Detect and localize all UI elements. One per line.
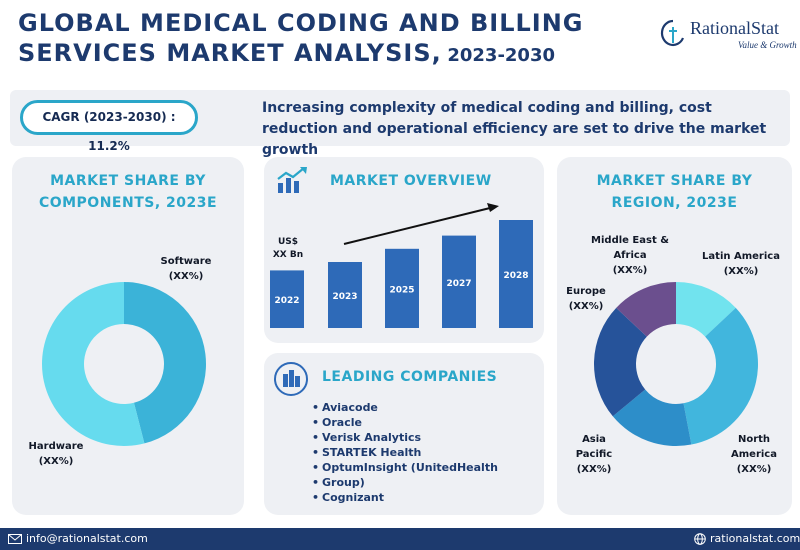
bar-2027 xyxy=(442,235,476,328)
list-item: Cognizant xyxy=(312,490,498,505)
components-title: MARKET SHARE BY COMPONENTS, 2023E xyxy=(38,173,218,211)
list-item: STARTEK Health xyxy=(312,445,498,460)
bar-2023 xyxy=(328,262,362,328)
logo-tagline: Value & Growth xyxy=(738,40,797,50)
bar-label-2025: 2025 xyxy=(389,285,414,295)
bar-2028 xyxy=(499,220,533,328)
email-icon xyxy=(8,534,22,544)
logo-icon xyxy=(660,19,685,47)
slice-latin-america xyxy=(676,282,736,337)
globe-icon xyxy=(694,533,706,545)
list-item: OptumInsight (UnitedHealth xyxy=(312,460,498,475)
footer-bar: info@rationalstat.com rationalstat.com xyxy=(0,528,800,550)
slice-hardware xyxy=(42,282,145,446)
rationalstat-logo: RationalStat Value & Growth xyxy=(660,16,800,56)
apac-label-line-1: Asia xyxy=(582,434,606,445)
apac-label-line-2: Pacific xyxy=(575,449,613,460)
apac-value: (XX%) xyxy=(576,464,612,475)
software-label-block: Software (XX%) xyxy=(150,254,222,284)
slice-software xyxy=(124,282,207,444)
footer-website-link[interactable]: rationalstat.com xyxy=(710,532,800,545)
footer-email-link[interactable]: info@rationalstat.com xyxy=(26,532,148,545)
bar-label-2023: 2023 xyxy=(332,292,357,302)
software-value: (XX%) xyxy=(168,271,204,282)
bar-label-2022: 2022 xyxy=(274,296,299,306)
bar-label-2028: 2028 xyxy=(503,271,528,281)
slice-north-america xyxy=(683,307,759,445)
overview-unit-label: US$ XX Bn xyxy=(270,236,306,262)
latam-label: Latin America xyxy=(702,251,780,262)
bar-2022 xyxy=(270,270,304,328)
hardware-value: (XX%) xyxy=(38,456,74,467)
title-line-2: SERVICES MARKET ANALYSIS, xyxy=(18,39,442,67)
slice-middle-east-africa xyxy=(616,282,676,337)
list-item: Oracle xyxy=(312,415,498,430)
mea-label-line-2: Africa xyxy=(613,250,647,261)
logo-name: RationalStat xyxy=(690,18,779,38)
mea-label-line-1: Middle East & xyxy=(591,235,669,246)
bar-label-2027: 2027 xyxy=(446,279,471,289)
latam-label-block: Latin America (XX%) xyxy=(696,249,786,279)
europe-value: (XX%) xyxy=(568,301,604,312)
cagr-badge: CAGR (2023-2030) : 11.2% xyxy=(20,100,198,153)
title-line-1: GLOBAL MEDICAL CODING AND BILLING xyxy=(18,9,584,37)
growth-headline: Increasing complexity of medical coding … xyxy=(262,100,767,158)
growth-chart-icon xyxy=(277,167,307,193)
mea-label-block: Middle East & Africa (XX%) xyxy=(584,233,676,278)
apac-label-block: Asia Pacific (XX%) xyxy=(570,432,618,477)
page-title: GLOBAL MEDICAL CODING AND BILLING SERVIC… xyxy=(18,8,618,68)
hardware-label-block: Hardware (XX%) xyxy=(20,439,92,469)
cagr-banner: CAGR (2023-2030) : 11.2% Increasing comp… xyxy=(10,90,790,158)
region-title: MARKET SHARE BY REGION, 2023E xyxy=(596,173,753,211)
overview-title: MARKET OVERVIEW xyxy=(330,173,492,189)
latam-value: (XX%) xyxy=(723,266,759,277)
list-item: Aviacode xyxy=(312,400,498,415)
mea-value: (XX%) xyxy=(612,265,648,276)
na-label-line-2: America xyxy=(731,449,777,460)
na-value: (XX%) xyxy=(736,464,772,475)
unit-line-1: US$ xyxy=(277,237,299,247)
trend-arrow-head xyxy=(487,203,499,212)
companies-title: LEADING COMPANIES xyxy=(322,369,498,385)
hardware-label: Hardware xyxy=(28,441,84,452)
software-label: Software xyxy=(160,256,212,267)
list-item-continued: Group) xyxy=(312,475,498,490)
unit-line-2: XX Bn xyxy=(272,250,304,260)
europe-label-block: Europe (XX%) xyxy=(562,284,610,314)
companies-list: Aviacode Oracle Verisk Analytics STARTEK… xyxy=(312,400,498,505)
slice-europe xyxy=(594,307,647,417)
na-label-line-1: North xyxy=(737,434,771,445)
slice-asia-pacific xyxy=(612,389,692,446)
list-item: Verisk Analytics xyxy=(312,430,498,445)
buildings-icon xyxy=(274,362,308,396)
trend-arrow-line xyxy=(343,207,491,245)
title-years: 2023-2030 xyxy=(447,45,556,66)
na-label-block: North America (XX%) xyxy=(726,432,782,477)
europe-label: Europe xyxy=(566,286,606,297)
bar-2025 xyxy=(385,248,419,328)
